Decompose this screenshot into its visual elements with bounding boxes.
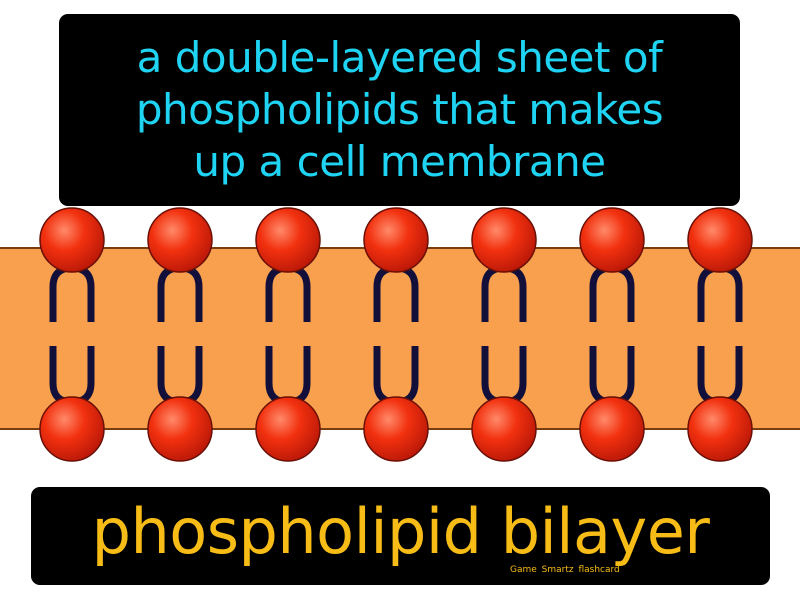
lower-fatty-acid-tails [157, 346, 203, 406]
upper-phosphate-head [579, 207, 645, 273]
upper-fatty-acid-tails [373, 264, 419, 322]
upper-phosphate-head [255, 207, 321, 273]
upper-phosphate-head [39, 207, 105, 273]
phospholipid-pair [687, 207, 753, 462]
definition-text: a double-layered sheet of phospholipids … [135, 33, 664, 186]
upper-fatty-acid-tails [49, 264, 95, 322]
definition-box: a double-layered sheet of phospholipids … [59, 14, 740, 206]
lower-phosphate-head [39, 396, 105, 462]
credit-text: Game Smartz flashcard [510, 565, 620, 575]
upper-phosphate-head [471, 207, 537, 273]
lower-fatty-acid-tails [49, 346, 95, 406]
phospholipid-pair [39, 207, 105, 462]
upper-fatty-acid-tails [265, 264, 311, 322]
lower-fatty-acid-tails [373, 346, 419, 406]
lower-phosphate-head [147, 396, 213, 462]
lower-phosphate-head [255, 396, 321, 462]
lower-phosphate-head [579, 396, 645, 462]
upper-fatty-acid-tails [697, 264, 743, 322]
term-box: phospholipid bilayer [31, 487, 770, 585]
lower-phosphate-head [471, 396, 537, 462]
phospholipid-pair [255, 207, 321, 462]
phospholipid-pair [147, 207, 213, 462]
lower-phosphate-head [363, 396, 429, 462]
upper-fatty-acid-tails [157, 264, 203, 322]
lower-fatty-acid-tails [481, 346, 527, 406]
lower-fatty-acid-tails [697, 346, 743, 406]
upper-fatty-acid-tails [481, 264, 527, 322]
lower-fatty-acid-tails [589, 346, 635, 406]
phospholipid-pair [579, 207, 645, 462]
upper-fatty-acid-tails [589, 264, 635, 322]
phospholipid-pair [471, 207, 537, 462]
term-text: phospholipid bilayer [91, 495, 710, 568]
phospholipid-pair [363, 207, 429, 462]
lower-fatty-acid-tails [265, 346, 311, 406]
upper-phosphate-head [687, 207, 753, 273]
lower-phosphate-head [687, 396, 753, 462]
upper-phosphate-head [147, 207, 213, 273]
upper-phosphate-head [363, 207, 429, 273]
